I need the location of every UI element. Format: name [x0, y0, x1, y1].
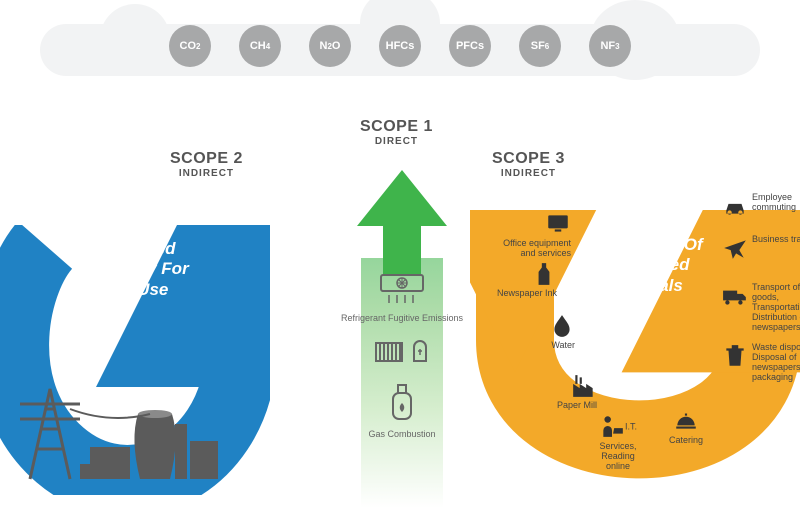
scope3-left-1: Newspaper Ink [462, 261, 557, 299]
plane-icon [722, 235, 748, 261]
scope3-right-1: Business travel [722, 235, 800, 261]
scope3-left-3: Paper Mill [502, 373, 597, 411]
scope3-right-2: Transport of goods, Transportation & Dis… [722, 283, 800, 332]
cloche-icon [673, 407, 699, 433]
gas-n2o: N2O [309, 25, 351, 67]
scope1-item-2: Gas Combustion [322, 379, 482, 439]
scope3-bottom-0: I.T. Services, Reading online [588, 413, 648, 471]
gas-nf3: NF3 [589, 25, 631, 67]
gas-co2: CO2 [169, 25, 211, 67]
scope2-text: Purchased Electricity For Own Use [62, 239, 202, 300]
scope3-left-0: Office equipment and services [476, 211, 571, 259]
car-icon [722, 193, 748, 219]
monitor-icon [545, 211, 571, 237]
electricity-icons [20, 369, 240, 489]
droplet-icon [549, 313, 575, 339]
laptop-person-icon [599, 413, 625, 439]
scope1-arrow [347, 168, 457, 278]
scope3-left-2: Water [480, 313, 575, 351]
scope1-region: Refrigerant Fugitive Emissions Gas Combus… [322, 168, 482, 508]
bottle-icon [531, 261, 557, 287]
scope3-right-3: Waste disposal, Disposal of newspapers a… [722, 343, 800, 383]
gas-ch4: CH4 [239, 25, 281, 67]
scope3-text: Production Of Purchased Materials [566, 235, 726, 296]
scope1-item-1 [322, 335, 482, 367]
scope3-region: Production Of Purchased Materials Office… [470, 175, 800, 495]
scope1-item-0: Refrigerant Fugitive Emissions [322, 273, 482, 323]
trash-icon [722, 343, 748, 369]
scope2-region: Purchased Electricity For Own Use [0, 175, 300, 495]
factory-icon [571, 373, 597, 399]
gas-pfcs: PFCs [449, 25, 491, 67]
greenhouse-gas-cloud: CO2 CH4 N2O HFCs PFCs SF6 NF3 [0, 6, 800, 86]
truck-icon [722, 283, 748, 309]
scope1-label: SCOPE 1 DIRECT [360, 118, 433, 147]
gas-sf6: SF6 [519, 25, 561, 67]
gas-hfcs: HFCs [379, 25, 421, 67]
scope3-bottom-1: Catering [656, 407, 716, 445]
scope3-right-0: Employee commuting [722, 193, 800, 219]
